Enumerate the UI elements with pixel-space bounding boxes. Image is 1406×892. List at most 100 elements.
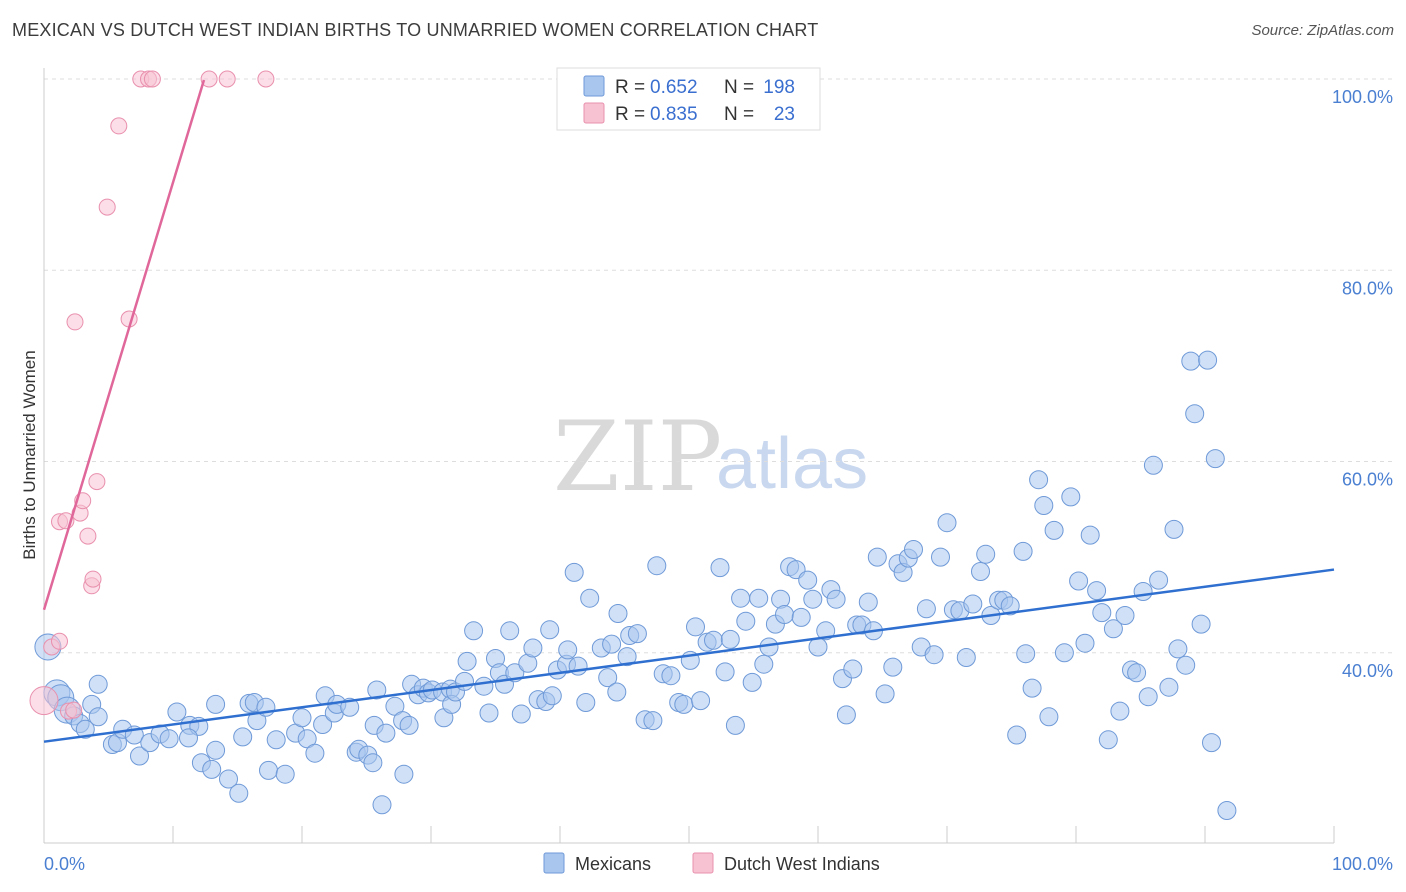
x-tick-label-min: 0.0% — [44, 854, 85, 874]
mexicans-point — [1098, 730, 1118, 750]
legend-swatch-dutch-west-indians — [583, 102, 605, 124]
mexicans-point — [564, 562, 584, 582]
mexicans-point — [808, 637, 828, 657]
mexicans-point — [1133, 582, 1153, 601]
mexicans-point — [1075, 633, 1095, 653]
mexicans-point — [206, 694, 226, 714]
mexicans-point — [607, 682, 627, 702]
mexicans-point — [233, 727, 253, 747]
mexicans-point — [686, 617, 705, 637]
y-tick-label: 40.0% — [1342, 661, 1393, 681]
mexicans-point — [924, 645, 944, 665]
mexicans-point — [602, 634, 622, 654]
dutch-west-indians-points — [29, 70, 275, 720]
mexicans-point — [1054, 643, 1074, 663]
mexicans-point — [394, 764, 414, 784]
x-tick-label-max: 100.0% — [1332, 854, 1393, 874]
mexicans-point — [1149, 570, 1169, 590]
source-label: Source: ZipAtlas.com — [1251, 22, 1394, 39]
legend-r-value-dutch-west-indians: 0.835 — [650, 104, 698, 125]
mexicans-point — [88, 707, 108, 727]
watermark-atlas: atlas — [716, 424, 868, 504]
mexicans-point — [1080, 525, 1100, 545]
mexicans-point — [904, 540, 923, 559]
mexicans-point — [720, 629, 740, 649]
mexicans-point — [867, 547, 887, 567]
mexicans-point — [710, 558, 730, 578]
mexicans-point — [1202, 733, 1221, 753]
mexicans-point — [179, 728, 198, 748]
y-axis-title: Births to Unmarried Women — [20, 350, 39, 559]
mexicans-point — [511, 704, 531, 724]
mexicans-point — [742, 672, 762, 692]
mexicans-point — [791, 607, 811, 627]
mexicans-point — [1159, 677, 1179, 697]
mexicans-point — [1138, 687, 1158, 707]
watermark: ZIP atlas — [553, 401, 868, 513]
mexicans-point — [464, 621, 484, 641]
mexicans-trend-line — [43, 568, 1335, 743]
mexicans-point — [229, 783, 249, 803]
mexicans-point — [691, 691, 711, 711]
mexicans-point — [836, 705, 856, 725]
mexicans-point — [275, 764, 295, 784]
mexicans-point — [576, 693, 596, 712]
stats-legend: R = 0.652 N = 198 R = 0.835 N = 23 — [556, 67, 821, 131]
mexicans-point — [1164, 519, 1184, 539]
series-legend-label-mexicans: Mexicans — [575, 854, 651, 874]
mexicans-point — [206, 740, 226, 760]
legend-n-value-dutch-west-indians: 23 — [774, 104, 795, 125]
dutch-west-indians-point — [88, 473, 106, 491]
mexicans-point — [266, 730, 286, 750]
mexicans-point — [363, 753, 383, 773]
dutch-west-indians-point — [257, 70, 275, 88]
mexicans-point — [1087, 581, 1107, 601]
mexicans-point — [775, 605, 794, 624]
y-tick-label: 60.0% — [1342, 470, 1393, 490]
mexicans-point — [858, 592, 878, 612]
mexicans-point — [247, 711, 267, 731]
x-ticks — [172, 826, 1335, 843]
mexicans-point — [1176, 655, 1196, 675]
mexicans-point — [627, 624, 647, 644]
mexicans-point — [816, 621, 836, 641]
dutch-west-indians-point — [143, 70, 161, 88]
mexicans-point — [540, 620, 560, 640]
dutch-west-indians-point — [110, 117, 128, 135]
mexicans-point — [931, 547, 950, 567]
mexicans-point — [1007, 725, 1027, 745]
mexicans-point — [457, 651, 477, 671]
dutch-west-indians-trend-line — [42, 79, 206, 611]
mexicans-point — [542, 686, 562, 706]
mexicans-point — [1039, 707, 1059, 727]
mexicans-point — [883, 657, 903, 677]
mexicans-point — [1103, 619, 1123, 639]
dutch-west-indians-point — [84, 570, 102, 588]
mexicans-point — [340, 697, 360, 717]
mexicans-point — [474, 676, 494, 696]
mexicans-point — [749, 588, 769, 608]
dutch-west-indians-point — [200, 70, 218, 88]
dutch-west-indians-point — [98, 198, 116, 216]
dutch-west-indians-point — [218, 70, 236, 88]
mexicans-point — [754, 654, 774, 674]
mexicans-point — [674, 694, 694, 714]
legend-r-value-mexicans: 0.652 — [650, 77, 698, 98]
chart-title: MEXICAN VS DUTCH WEST INDIAN BIRTHS TO U… — [12, 20, 819, 40]
mexicans-point — [731, 588, 751, 608]
mexicans-point — [916, 599, 936, 619]
mexicans-point — [1044, 520, 1064, 540]
mexicans-point — [843, 659, 863, 679]
series-legend-swatch-mexicans — [543, 852, 565, 874]
mexicans-point — [608, 604, 628, 623]
mexicans-point — [803, 589, 823, 609]
mexicans-point — [376, 723, 396, 743]
mexicans-point — [598, 668, 618, 688]
mexicans-point — [736, 611, 756, 631]
mexicans-point — [643, 711, 663, 731]
mexicans-point — [219, 769, 238, 789]
mexicans-point — [1029, 470, 1049, 490]
mexicans-point — [1034, 496, 1054, 515]
mexicans-point — [704, 630, 723, 650]
